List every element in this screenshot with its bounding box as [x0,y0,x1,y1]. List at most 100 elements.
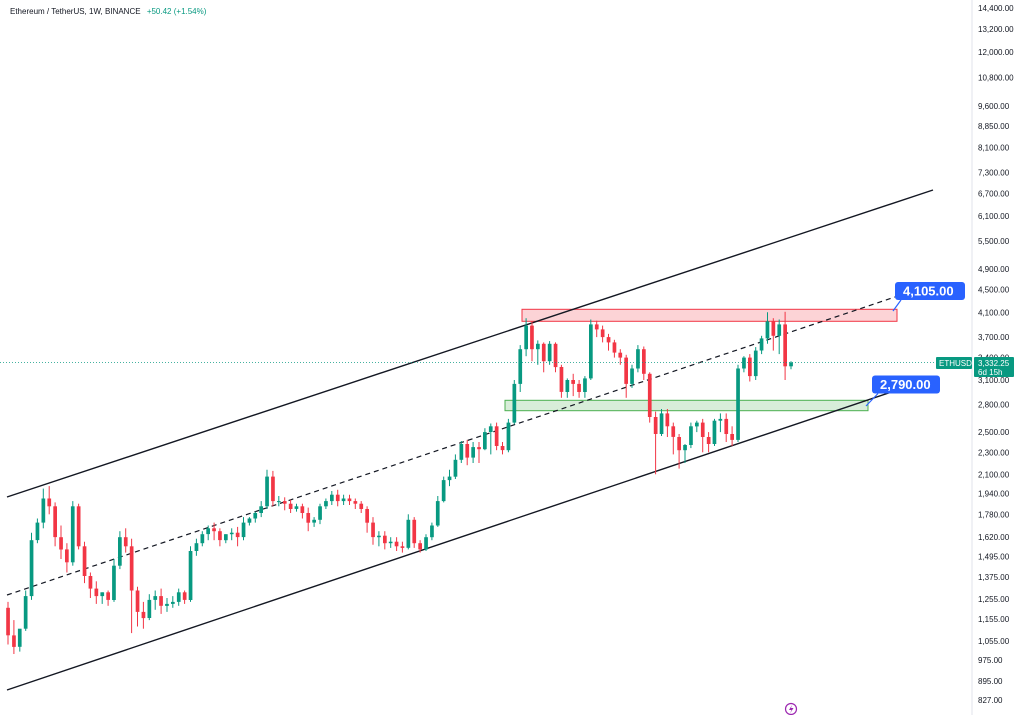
axis-tick-label: 2,100.00 [978,470,1010,479]
candle [282,497,287,511]
axis-tick-label: 827.00 [978,696,1003,705]
resistance-zone[interactable] [521,308,898,322]
candle-body [288,503,293,509]
candle [123,528,128,553]
candle-body [547,343,552,362]
candle [300,503,305,519]
candle-body [224,534,228,541]
candle [59,525,63,559]
candle [153,590,158,610]
candle [347,494,352,505]
candle-body [318,506,322,520]
channel-upper-line[interactable] [6,189,934,498]
candle [494,422,499,451]
candle [383,531,387,550]
candle [212,522,216,541]
candle-body [23,596,28,629]
candle [500,442,505,455]
candle [736,364,740,442]
candle-body [441,480,446,502]
axis-tick-label: 2,800.00 [978,401,1010,410]
axis-tick-label: 4,100.00 [978,308,1010,317]
candle-body [518,349,523,384]
candle [88,572,93,598]
candle-body [748,357,752,377]
candle [118,531,122,570]
candle-body [730,434,734,440]
lightning-icon[interactable] [784,702,798,715]
axis-tick-label: 1,620.00 [978,533,1010,542]
candle [594,320,599,338]
candle-body [347,498,352,502]
candle-body [12,635,16,647]
candle [377,531,381,547]
candle [642,346,646,380]
chart-header: Ethereum / TetherUS, 1W, BINANCE +50.42 … [10,7,206,16]
candle [294,503,299,512]
candle [135,586,140,627]
candle-body [330,494,334,502]
candle-body [530,325,534,350]
candle [683,444,687,463]
candle [141,601,146,629]
candle-body [559,367,564,392]
price-tag-symbol: ETHUSDT [939,359,977,368]
candle-body [94,588,99,597]
channel-midline[interactable] [6,296,896,596]
candle-body [165,603,169,606]
candle-body [65,549,69,563]
candle-body [665,413,670,427]
candle [353,498,358,509]
candle [459,441,464,463]
candle-body [742,357,746,369]
candle [82,541,87,584]
candle-body [335,494,340,502]
price-tag-box [974,357,1014,377]
axis-tick-label: 4,900.00 [978,265,1010,274]
candle [624,354,628,398]
price-axis[interactable]: 14,400.00 13,200.00 12,000.00 10,800.00 9,60… [978,4,1014,705]
candle [412,517,417,548]
candle-body [282,501,287,504]
price-callout[interactable]: 4,105.00 [892,282,965,312]
candle-body [594,324,599,330]
candle-body [777,324,782,336]
candle-body [683,445,687,451]
support-zone[interactable] [504,399,869,412]
callout-box [895,282,965,300]
candle [653,411,658,475]
candle-body [736,368,740,440]
candle [306,507,311,532]
candle [647,372,652,423]
price-tag[interactable]: ETHUSDT 3,332.25 6d 15h [936,357,1014,377]
candle-body [76,506,81,547]
candle [418,540,422,553]
axis-tick-label: 9,600.00 [978,102,1010,111]
candle [318,503,322,525]
axis-tick-label: 975.00 [978,656,1003,665]
candle [435,496,440,527]
candle-body [706,437,711,444]
candle-body [206,528,210,535]
candle [518,345,523,392]
candle-body [765,321,770,339]
channel-lower-line[interactable] [6,377,934,691]
candle-body [129,546,134,591]
candle [618,349,623,365]
candle-body [488,426,493,432]
candle-body [789,362,793,367]
candle [365,506,369,533]
candle [65,543,69,573]
candle [477,442,481,463]
axis-tick-label: 7,300.00 [978,169,1010,178]
candle [94,581,99,604]
candle-body [506,422,511,451]
candle [41,488,46,529]
candle-body [388,541,393,544]
axis-tick-label: 3,100.00 [978,376,1010,385]
candle-body [383,535,387,544]
price-callout[interactable]: 2,790.00 [865,375,940,407]
candle-body [153,596,158,600]
